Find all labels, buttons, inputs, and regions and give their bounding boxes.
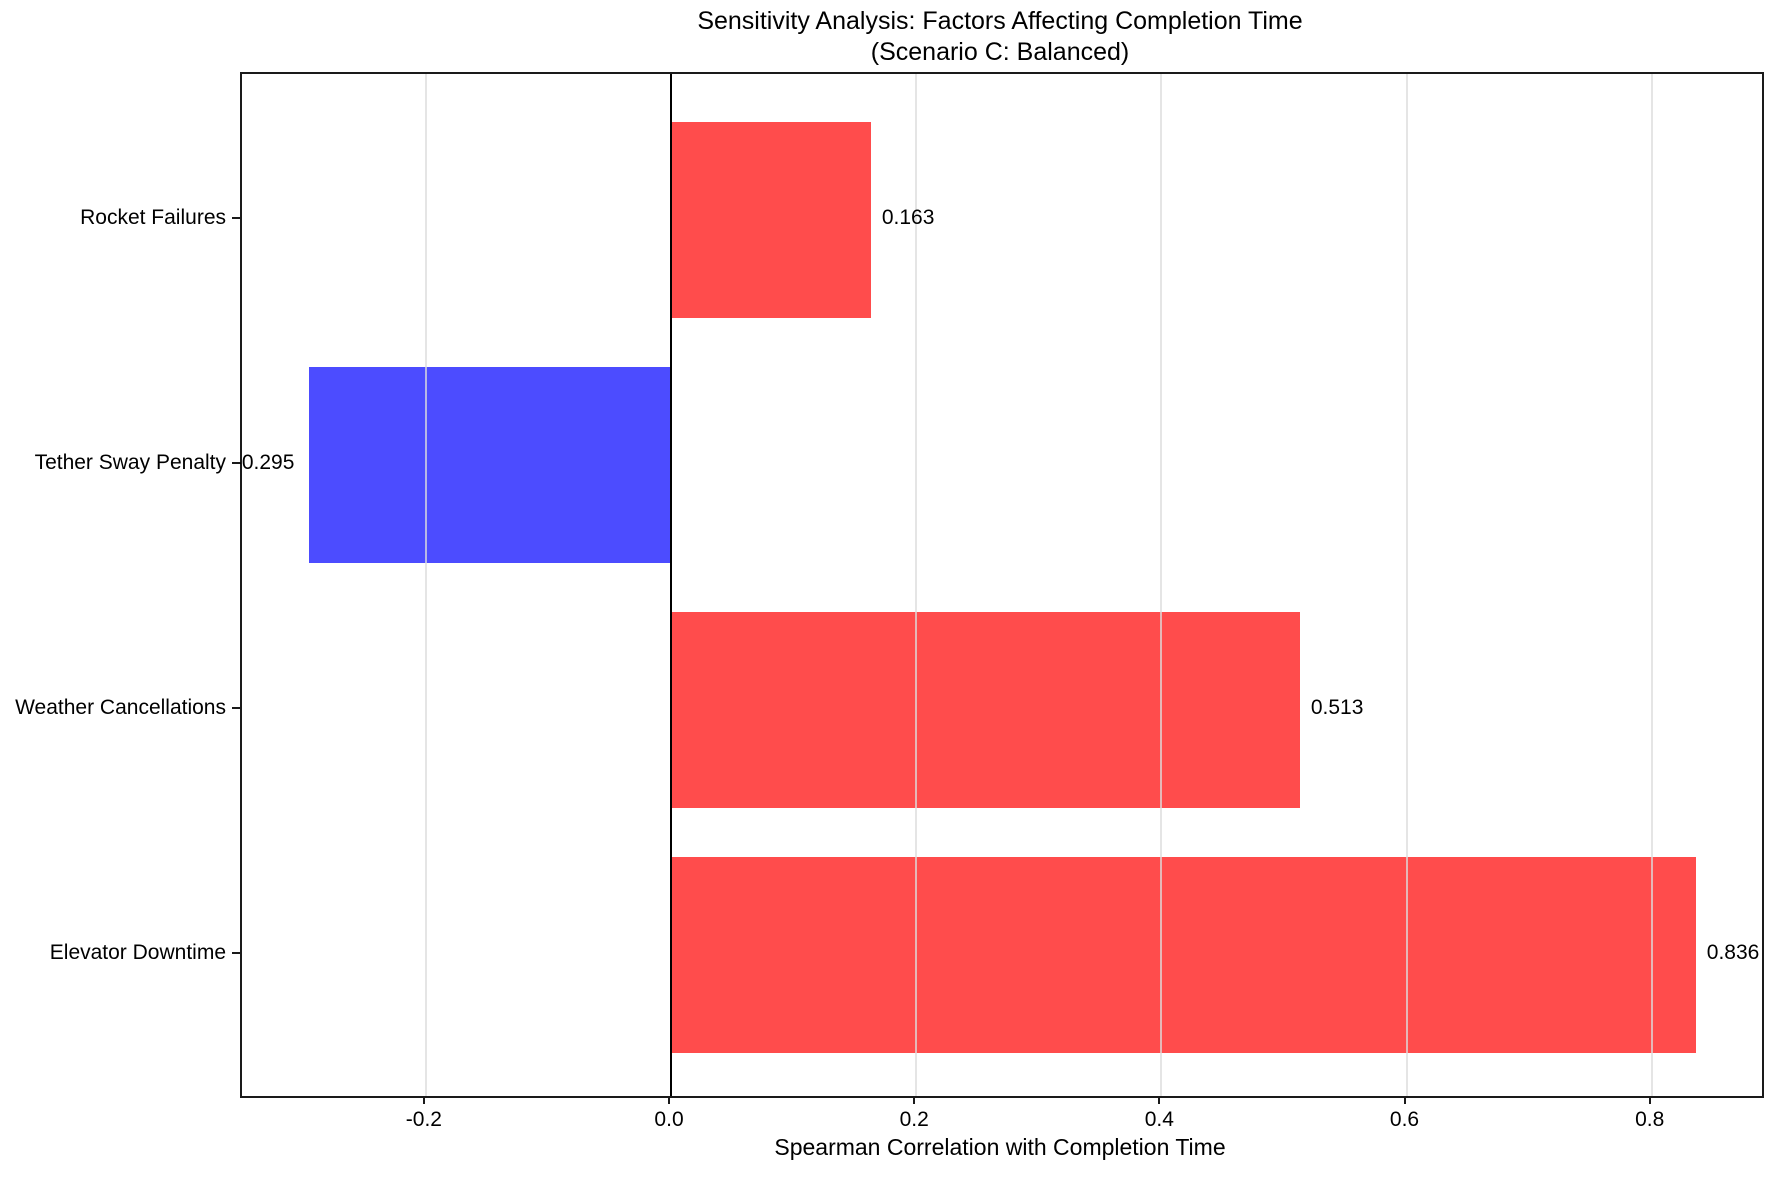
x-tick-label: -0.2 bbox=[405, 1108, 442, 1131]
x-tick-label: 0.8 bbox=[1635, 1108, 1665, 1131]
x-tick-mark bbox=[668, 1096, 671, 1104]
bar-value-label: 0.513 bbox=[1310, 695, 1364, 719]
chart-title-block: Sensitivity Analysis: Factors Affecting … bbox=[240, 6, 1760, 68]
x-tick-mark bbox=[422, 1096, 425, 1104]
gridline bbox=[1405, 74, 1408, 1096]
category-label: Tether Sway Penalty bbox=[34, 450, 226, 474]
plot-area bbox=[240, 72, 1764, 1098]
gridline bbox=[424, 74, 427, 1096]
gridline bbox=[1650, 74, 1653, 1096]
bar-value-label: -0.295 bbox=[234, 450, 295, 474]
x-tick-mark bbox=[1648, 1096, 1651, 1104]
y-tick-mark bbox=[232, 951, 240, 954]
gridline bbox=[1160, 74, 1163, 1096]
bar bbox=[309, 366, 672, 563]
x-tick-label: 0.4 bbox=[1144, 1108, 1174, 1131]
zero-line bbox=[670, 74, 673, 1096]
y-tick-mark bbox=[232, 461, 240, 464]
bar bbox=[671, 856, 1696, 1053]
category-label: Weather Cancellations bbox=[15, 695, 226, 719]
x-tick-mark bbox=[1158, 1096, 1161, 1104]
gridline bbox=[915, 74, 918, 1096]
x-tick-mark bbox=[913, 1096, 916, 1104]
x-tick-label: 0.6 bbox=[1389, 1108, 1420, 1131]
category-label: Elevator Downtime bbox=[49, 940, 226, 964]
x-tick-label: 0.2 bbox=[899, 1108, 929, 1131]
y-tick-mark bbox=[232, 216, 240, 219]
chart-title: Sensitivity Analysis: Factors Affecting … bbox=[697, 7, 1303, 35]
bar bbox=[671, 121, 871, 318]
chart-subtitle: (Scenario C: Balanced) bbox=[870, 38, 1130, 66]
bar-value-label: 0.836 bbox=[1706, 940, 1760, 964]
y-tick-mark bbox=[232, 706, 240, 709]
x-tick-mark bbox=[1403, 1096, 1406, 1104]
bar-value-label: 0.163 bbox=[881, 205, 935, 229]
x-tick-label: 0.0 bbox=[654, 1108, 684, 1131]
x-axis-label: Spearman Correlation with Completion Tim… bbox=[774, 1134, 1226, 1160]
category-label: Rocket Failures bbox=[80, 205, 226, 229]
bar bbox=[671, 611, 1300, 808]
